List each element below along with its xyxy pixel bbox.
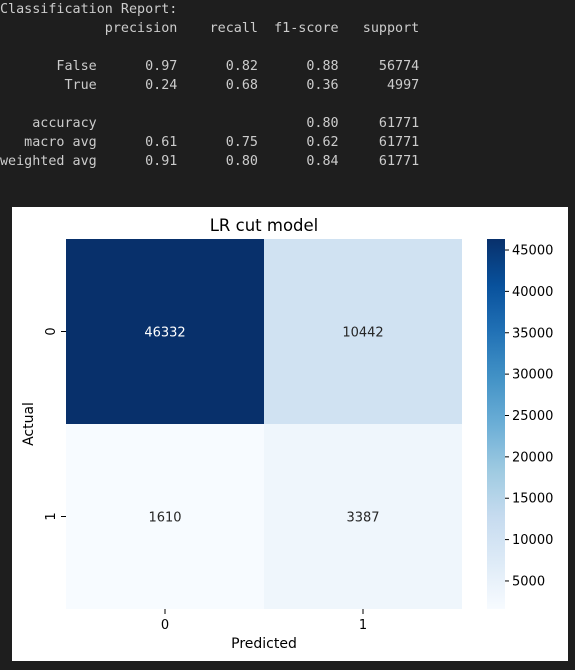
report-support: 4997	[338, 78, 420, 93]
report-column-header: support	[338, 21, 420, 36]
x-tick-label: 0	[161, 618, 169, 633]
report-header-spacer	[0, 21, 97, 36]
report-row-label: macro avg	[0, 135, 97, 150]
report-row-label: accuracy	[0, 116, 97, 131]
heatmap-cell	[264, 424, 462, 609]
report-recall: 0.68	[177, 78, 258, 93]
y-axis-label: Actual	[21, 402, 37, 446]
report-column-header: precision	[96, 21, 178, 36]
report-f1: 0.88	[258, 59, 339, 74]
report-support: 61771	[338, 116, 420, 131]
y-tick-label: 0	[44, 327, 59, 335]
report-support: 61771	[338, 154, 420, 169]
cell-value-label: 10442	[342, 326, 383, 341]
x-axis-label: Predicted	[231, 636, 297, 652]
report-precision	[97, 116, 178, 131]
y-tick-label: 1	[44, 512, 59, 520]
report-row-label: weighted avg	[0, 154, 97, 169]
colorbar-tick-label: 40000	[512, 285, 553, 300]
colorbar	[487, 239, 505, 609]
colorbar-tick-label: 25000	[512, 409, 553, 424]
report-f1: 0.36	[258, 78, 339, 93]
report-support: 56774	[338, 59, 420, 74]
report-column-header: recall	[177, 21, 258, 36]
report-recall: 0.75	[177, 135, 258, 150]
report-column-header: f1-score	[258, 21, 339, 36]
report-precision: 0.24	[96, 78, 178, 93]
confusion-matrix-figure: LR cut model 46332 10442 1610 3387 0 1 Predicte…	[12, 207, 568, 661]
colorbar-tick-label: 45000	[512, 244, 553, 259]
report-f1: 0.84	[258, 154, 339, 169]
colorbar-tick-label: 5000	[512, 574, 545, 589]
cell-value-label: 46332	[144, 326, 185, 341]
heatmap-cell	[66, 239, 264, 424]
colorbar-tick-label: 20000	[512, 450, 553, 465]
report-f1: 0.62	[258, 135, 339, 150]
report-precision: 0.97	[96, 59, 178, 74]
report-recall: 0.80	[177, 154, 258, 169]
report-row-label: False	[0, 59, 97, 74]
report-recall	[177, 116, 258, 131]
cell-value-label: 3387	[346, 511, 379, 526]
report-title: Classification Report:	[0, 2, 178, 17]
colorbar-tick-label: 30000	[512, 368, 553, 383]
colorbar-tick-label: 10000	[512, 533, 553, 548]
colorbar-tick-label: 15000	[512, 492, 553, 507]
classification-report: Classification Report: precision recall …	[0, 0, 419, 171]
heatmap-cell	[264, 239, 462, 424]
x-tick-label: 1	[359, 618, 367, 633]
report-precision: 0.61	[96, 135, 178, 150]
report-support: 61771	[338, 135, 420, 150]
heatmap-chart: LR cut model 46332 10442 1610 3387 0 1 Predicte…	[21, 216, 553, 652]
chart-title: LR cut model	[210, 216, 319, 235]
report-row-label: True	[0, 78, 97, 93]
report-f1: 0.80	[258, 116, 339, 131]
heatmap-cell	[66, 424, 264, 609]
report-recall: 0.82	[177, 59, 258, 74]
cell-value-label: 1610	[148, 511, 181, 526]
colorbar-tick-label: 35000	[512, 326, 553, 341]
report-precision: 0.91	[96, 154, 178, 169]
